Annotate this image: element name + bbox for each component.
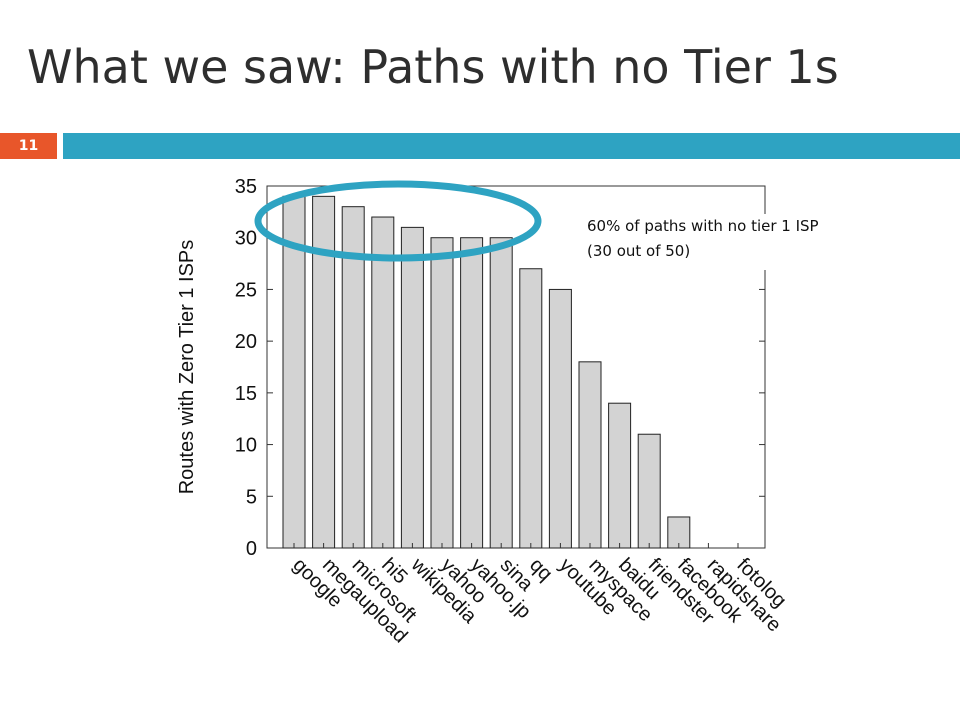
annotation-line-1: 60% of paths with no tier 1 ISP <box>587 217 819 235</box>
annotation-line-2: (30 out of 50) <box>587 242 691 260</box>
annotation-callout: 60% of paths with no tier 1 ISP (30 out … <box>580 214 904 270</box>
y-tick-label: 10 <box>235 435 257 457</box>
bar <box>519 268 543 549</box>
y-axis-title: Routes with Zero Tier 1 ISPs <box>176 240 198 495</box>
title-banner: 11 <box>0 133 960 159</box>
bar <box>400 226 424 549</box>
bar <box>608 402 632 549</box>
y-tick-label: 30 <box>235 228 257 250</box>
y-tick-label: 20 <box>235 331 257 353</box>
bar <box>430 237 454 549</box>
y-tick-label: 15 <box>235 383 257 405</box>
bar <box>460 237 484 549</box>
bar <box>548 288 572 549</box>
y-tick-label: 0 <box>246 538 257 560</box>
y-tick-label: 35 <box>235 176 257 198</box>
bar <box>489 237 513 549</box>
y-tick-label: 5 <box>246 486 257 508</box>
bar <box>371 216 395 549</box>
bar <box>637 433 661 549</box>
accent-bar <box>63 133 960 159</box>
slide-number: 11 <box>0 133 57 159</box>
slide-title: What we saw: Paths with no Tier 1s <box>27 40 839 94</box>
plot-frame <box>266 185 766 549</box>
bar <box>578 361 602 549</box>
y-tick-label: 25 <box>235 279 257 301</box>
highlight-ellipse <box>254 180 542 262</box>
